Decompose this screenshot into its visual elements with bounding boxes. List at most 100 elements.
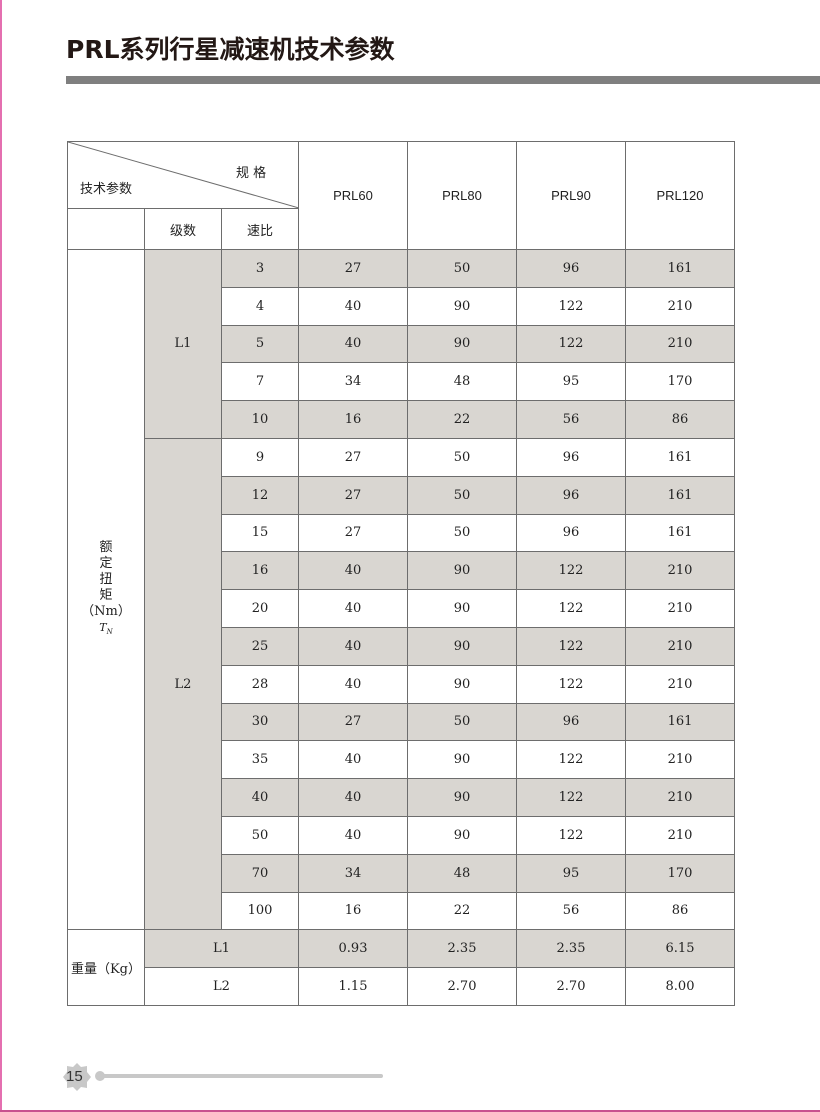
torque-value-cell: 86 (625, 400, 735, 439)
table-row: 额定扭矩（Nm） TN L1 3 27 50 96 161 (67, 248, 735, 931)
torque-value-cell: 122 (516, 551, 626, 591)
corner-param-label: 技术参数 (80, 182, 133, 197)
torque-value-cell: 40 (298, 324, 408, 364)
torque-value-cell: 50 (407, 437, 517, 477)
torque-value-cell: 90 (407, 286, 517, 326)
torque-value-cell: 122 (516, 664, 626, 704)
torque-value-cell: 161 (625, 513, 735, 553)
torque-value-cell: 16 (298, 400, 408, 439)
table-row: 30 27 50 96 161 (68, 702, 735, 742)
torque-value-cell: 210 (625, 778, 735, 817)
ratio-cell: 12 (221, 475, 299, 515)
torque-value-cell: 95 (516, 853, 626, 893)
torque-value-cell: 96 (516, 249, 626, 288)
model-header-2: PRL90 (516, 141, 626, 250)
torque-value-cell: 90 (407, 778, 517, 817)
table-row: 70 34 48 95 170 (68, 853, 735, 893)
torque-value-cell: 22 (407, 891, 517, 931)
torque-label-char: （Nm） (81, 603, 131, 619)
torque-value-cell: 161 (625, 475, 735, 515)
torque-label-char: 额 (99, 539, 113, 555)
torque-value-cell: 86 (625, 891, 735, 931)
torque-value-cell: 40 (298, 626, 408, 666)
weight-row: 重量（Kg） L1 0.93 2.35 2.35 6.15 (67, 929, 735, 1007)
torque-symbol: TN (68, 620, 144, 640)
ratio-cell: 25 (221, 626, 299, 666)
torque-symbol-letter: T (99, 620, 107, 634)
weight-value-cell: 2.70 (516, 967, 626, 1007)
torque-label-char: 定 (99, 555, 113, 571)
torque-value-cell: 16 (298, 891, 408, 931)
ratio-cell: 4 (221, 286, 299, 326)
torque-value-cell: 48 (407, 362, 517, 402)
torque-value-cell: 90 (407, 551, 517, 591)
torque-value-cell: 27 (298, 702, 408, 742)
page-title: PRL系列行星减速机技术参数 (66, 35, 395, 64)
table-row: 100 16 22 56 86 (68, 891, 735, 931)
torque-symbol-sub: N (106, 627, 113, 636)
torque-value-cell: 122 (516, 626, 626, 666)
torque-value-cell: 90 (407, 740, 517, 780)
weight-value-cell: 1.15 (298, 967, 408, 1007)
torque-value-cell: 40 (298, 664, 408, 704)
table-row: 35 40 90 122 210 (68, 740, 735, 780)
weight-value-cell: 2.35 (407, 929, 517, 969)
weight-value-cell: 6.15 (625, 929, 735, 969)
torque-value-cell: 122 (516, 286, 626, 326)
torque-value-cell: 50 (407, 475, 517, 515)
torque-value-cell: 170 (625, 362, 735, 402)
ratio-header: 速比 (221, 208, 299, 250)
torque-value-cell: 210 (625, 626, 735, 666)
torque-value-cell: 40 (298, 815, 408, 855)
torque-value-cell: 56 (516, 400, 626, 439)
torque-value-cell: 95 (516, 362, 626, 402)
torque-value-cell: 90 (407, 324, 517, 364)
weight-row: L2 1.15 2.70 2.70 8.00 (68, 967, 735, 1007)
torque-value-cell: 40 (298, 551, 408, 591)
ratio-cell: 16 (221, 551, 299, 591)
torque-value-cell: 27 (298, 249, 408, 288)
weight-value-cell: 0.93 (298, 929, 408, 969)
ratio-cell: 50 (221, 815, 299, 855)
ratio-cell: 30 (221, 702, 299, 742)
empty-header-cell (67, 208, 145, 250)
table-row: 50 40 90 122 210 (68, 815, 735, 855)
weight-value-cell: 2.35 (516, 929, 626, 969)
page-border-bottom (0, 1110, 820, 1112)
torque-value-cell: 210 (625, 589, 735, 628)
torque-value-cell: 170 (625, 853, 735, 893)
torque-value-cell: 22 (407, 400, 517, 439)
torque-value-cell: 34 (298, 362, 408, 402)
torque-value-cell: 96 (516, 513, 626, 553)
torque-value-cell: 40 (298, 589, 408, 628)
torque-value-cell: 161 (625, 702, 735, 742)
torque-value-cell: 50 (407, 249, 517, 288)
stage-cell: L1 (144, 249, 222, 439)
torque-value-cell: 96 (516, 702, 626, 742)
torque-value-cell: 161 (625, 249, 735, 288)
weight-stage-cell: L2 (144, 967, 299, 1007)
corner-header: 规 格 技术参数 (67, 141, 299, 209)
table-row: 5 40 90 122 210 (68, 324, 735, 364)
ratio-cell: 15 (221, 513, 299, 553)
torque-value-cell: 122 (516, 778, 626, 817)
stage-cell: L2 (144, 437, 222, 931)
ratio-cell: 100 (221, 891, 299, 931)
torque-value-cell: 48 (407, 853, 517, 893)
torque-value-cell: 27 (298, 475, 408, 515)
weight-value-cell: 2.70 (407, 967, 517, 1007)
table-row: 25 40 90 122 210 (68, 626, 735, 666)
model-header-3: PRL120 (625, 141, 735, 250)
ratio-cell: 3 (221, 249, 299, 288)
torque-value-cell: 40 (298, 778, 408, 817)
torque-value-cell: 210 (625, 664, 735, 704)
torque-value-cell: 56 (516, 891, 626, 931)
ratio-cell: 7 (221, 362, 299, 402)
torque-label-char: 扭 (99, 571, 113, 587)
torque-label-char: 矩 (99, 587, 113, 603)
table-row: 12 27 50 96 161 (68, 475, 735, 515)
weight-value-cell: 8.00 (625, 967, 735, 1007)
torque-value-cell: 90 (407, 589, 517, 628)
spec-table: 规 格 技术参数 PRL60 PRL80 PRL90 PRL120 级数 速比 … (67, 141, 735, 1007)
weight-label: 重量（Kg） (67, 929, 145, 1007)
